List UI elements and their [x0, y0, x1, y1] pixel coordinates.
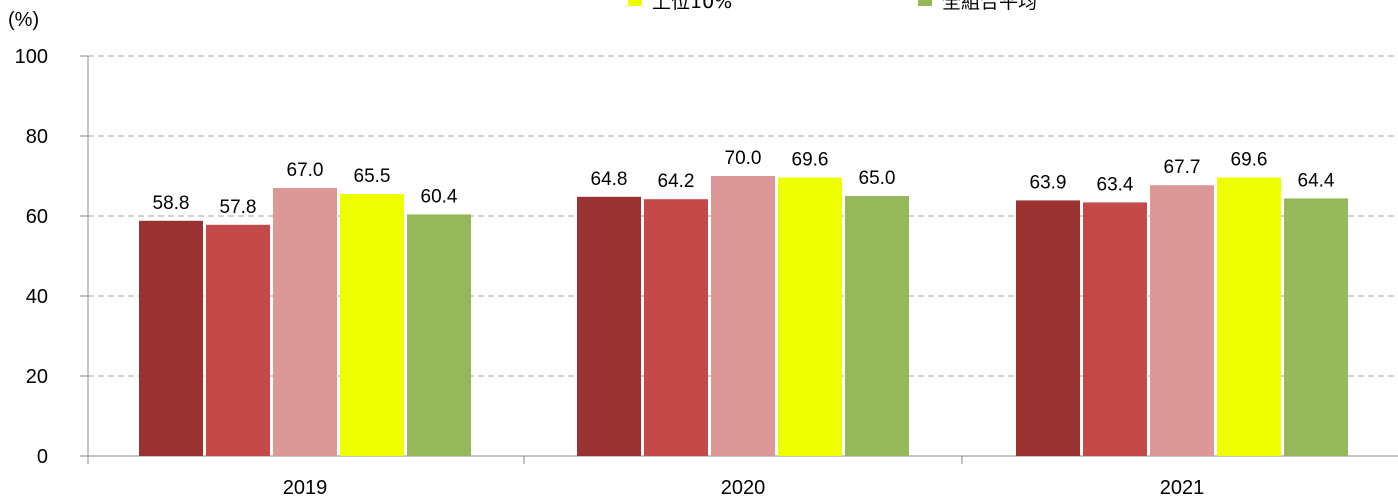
data-label: 65.5	[354, 166, 391, 187]
data-label: 63.9	[1030, 172, 1067, 193]
x-tick-label: 2019	[283, 477, 328, 499]
y-tick-label: 0	[37, 446, 48, 468]
x-tick-label: 2020	[721, 477, 766, 499]
bar	[778, 177, 842, 456]
data-label: 67.0	[287, 160, 324, 181]
bar	[577, 196, 641, 457]
bar	[407, 214, 471, 456]
data-label: 58.8	[153, 193, 190, 214]
data-label: 69.6	[792, 150, 829, 171]
legend-label-top10: 上位10%	[652, 0, 732, 13]
data-label: 65.0	[859, 168, 896, 189]
bar	[845, 196, 909, 456]
data-label: 69.6	[1231, 150, 1268, 171]
bar	[1150, 185, 1214, 456]
data-label: 63.4	[1097, 174, 1134, 195]
y-tick-label: 100	[15, 46, 48, 68]
bar	[206, 224, 270, 456]
bar	[1217, 177, 1281, 456]
data-label: 67.7	[1164, 157, 1201, 178]
data-label: 64.8	[591, 169, 628, 190]
x-tick-label: 2021	[1160, 477, 1205, 499]
legend-swatch-top10	[628, 0, 642, 6]
data-label: 60.4	[421, 186, 458, 207]
y-tick-labels: 0 20 40 60 80 100	[15, 46, 48, 468]
bar	[340, 194, 404, 456]
y-tick-label: 20	[26, 366, 48, 388]
legend-swatch-average	[918, 0, 932, 6]
bar	[1016, 200, 1080, 456]
data-label: 70.0	[725, 148, 762, 169]
data-labels: 58.8 57.8 67.0 65.5 60.4 64.8 64.2 70.0 69.6 65.0…	[153, 148, 1335, 218]
y-tick-label: 40	[26, 286, 48, 308]
bar	[711, 176, 775, 456]
y-tick-label: 60	[26, 206, 48, 228]
data-label: 57.8	[220, 197, 257, 218]
bar	[1083, 202, 1147, 456]
bar	[1284, 198, 1348, 456]
legend: 上位10% 全組合平均	[628, 0, 1037, 13]
legend-label-average: 全組合平均	[942, 0, 1037, 13]
bar	[273, 188, 337, 456]
y-tick-label: 80	[26, 126, 48, 148]
x-tick-labels: 2019 2020 2021	[283, 477, 1205, 499]
data-label: 64.2	[658, 171, 695, 192]
bar	[644, 199, 708, 456]
bars	[139, 176, 1348, 457]
bar	[139, 220, 203, 456]
y-axis-unit: (%)	[8, 9, 39, 31]
data-label: 64.4	[1298, 170, 1335, 191]
